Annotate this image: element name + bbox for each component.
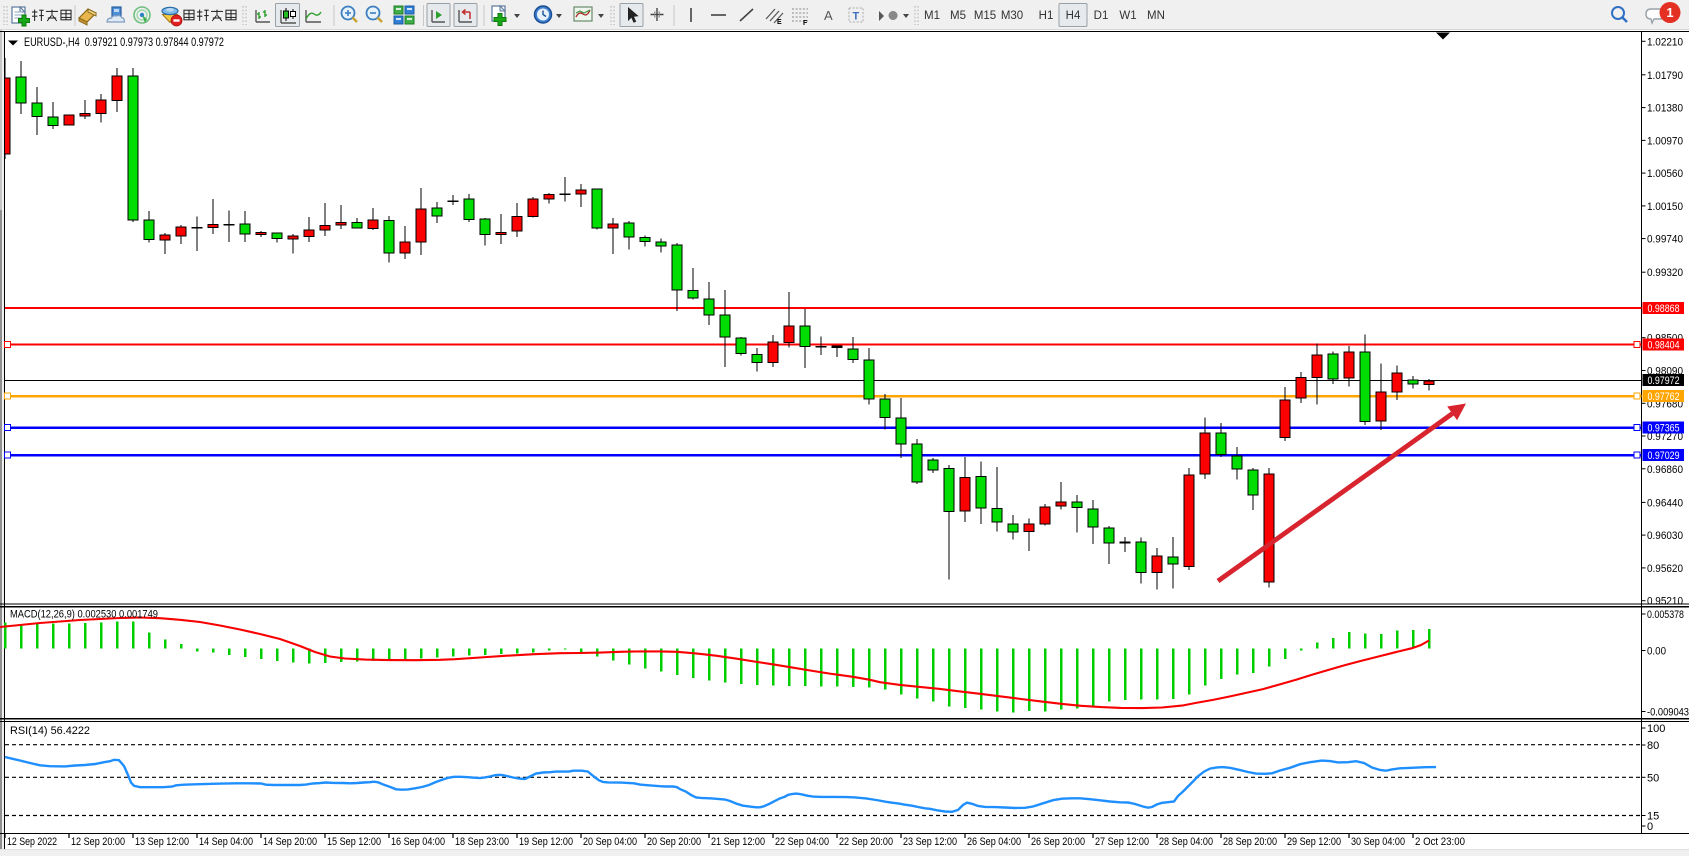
svg-text:1.02210: 1.02210 xyxy=(1647,36,1683,48)
svg-text:0.99740: 0.99740 xyxy=(1647,234,1683,246)
svg-text:27 Sep 12:00: 27 Sep 12:00 xyxy=(1095,836,1149,848)
svg-text:M30: M30 xyxy=(1001,10,1023,22)
svg-text:D1: D1 xyxy=(1094,10,1109,22)
svg-text:0.99320: 0.99320 xyxy=(1647,267,1683,279)
svg-text:H1: H1 xyxy=(1039,10,1054,22)
svg-text:1.00150: 1.00150 xyxy=(1647,201,1683,213)
svg-text:15: 15 xyxy=(1647,811,1659,823)
svg-text:0.97972: 0.97972 xyxy=(1648,375,1680,387)
svg-text:0.96860: 0.96860 xyxy=(1647,464,1683,476)
svg-text:1.00970: 1.00970 xyxy=(1647,135,1683,147)
svg-text:13 Sep 12:00: 13 Sep 12:00 xyxy=(135,836,189,848)
svg-text:RSI(14) 56.4222: RSI(14) 56.4222 xyxy=(10,725,90,737)
svg-text:23 Sep 12:00: 23 Sep 12:00 xyxy=(903,836,957,848)
svg-text:0.98868: 0.98868 xyxy=(1648,303,1680,315)
svg-text:30 Sep 04:00: 30 Sep 04:00 xyxy=(1351,836,1405,848)
svg-text:21 Sep 12:00: 21 Sep 12:00 xyxy=(711,836,765,848)
svg-text:22 Sep 04:00: 22 Sep 04:00 xyxy=(775,836,829,848)
svg-text:M15: M15 xyxy=(974,10,996,22)
svg-text:14 Sep 04:00: 14 Sep 04:00 xyxy=(199,836,253,848)
svg-text:0.96440: 0.96440 xyxy=(1647,497,1683,509)
svg-text:0.97365: 0.97365 xyxy=(1648,423,1680,435)
svg-text:0.96030: 0.96030 xyxy=(1647,530,1683,542)
svg-text:E: E xyxy=(777,19,782,26)
svg-text:15 Sep 12:00: 15 Sep 12:00 xyxy=(327,836,381,848)
svg-text:1.01790: 1.01790 xyxy=(1647,70,1683,82)
svg-text:19 Sep 12:00: 19 Sep 12:00 xyxy=(519,836,573,848)
svg-text:MN: MN xyxy=(1147,10,1165,22)
svg-text:12 Sep 20:00: 12 Sep 20:00 xyxy=(71,836,125,848)
svg-text:26 Sep 20:00: 26 Sep 20:00 xyxy=(1031,836,1085,848)
svg-text:0.98404: 0.98404 xyxy=(1648,340,1680,352)
svg-text:1: 1 xyxy=(1666,5,1673,20)
svg-text:29 Sep 12:00: 29 Sep 12:00 xyxy=(1287,836,1341,848)
svg-text:14 Sep 20:00: 14 Sep 20:00 xyxy=(263,836,317,848)
svg-text:1.00560: 1.00560 xyxy=(1647,168,1683,180)
svg-text:A: A xyxy=(824,8,833,23)
svg-text:12 Sep 2022: 12 Sep 2022 xyxy=(7,836,57,848)
svg-text:0.95210: 0.95210 xyxy=(1647,596,1683,608)
svg-text:EURUSD-,H4 0.97921 0.97973 0.: EURUSD-,H4 0.97921 0.97973 0.97844 0.979… xyxy=(24,35,224,49)
svg-text:22 Sep 20:00: 22 Sep 20:00 xyxy=(839,836,893,848)
svg-text:0.00: 0.00 xyxy=(1647,646,1666,658)
svg-text:0.005378: 0.005378 xyxy=(1647,609,1684,621)
svg-text:50: 50 xyxy=(1647,772,1659,784)
svg-text:1.01380: 1.01380 xyxy=(1647,103,1683,115)
svg-text:M1: M1 xyxy=(924,10,940,22)
svg-text:0.97029: 0.97029 xyxy=(1648,450,1680,462)
svg-text:F: F xyxy=(803,20,808,27)
svg-text:MACD(12,26,9) 0.002530 0.00174: MACD(12,26,9) 0.002530 0.001749 xyxy=(10,609,158,621)
svg-text:0.95620: 0.95620 xyxy=(1647,563,1683,575)
svg-text:H4: H4 xyxy=(1066,10,1081,22)
svg-text:26 Sep 04:00: 26 Sep 04:00 xyxy=(967,836,1021,848)
svg-text:T: T xyxy=(853,11,860,23)
svg-text:M5: M5 xyxy=(950,10,966,22)
svg-text:2 Oct 23:00: 2 Oct 23:00 xyxy=(1415,836,1465,848)
svg-text:0.97270: 0.97270 xyxy=(1647,431,1683,443)
svg-text:28 Sep 04:00: 28 Sep 04:00 xyxy=(1159,836,1213,848)
svg-text:-0.009043: -0.009043 xyxy=(1647,707,1689,719)
svg-text:20 Sep 20:00: 20 Sep 20:00 xyxy=(647,836,701,848)
svg-text:80: 80 xyxy=(1647,740,1659,752)
svg-text:28 Sep 20:00: 28 Sep 20:00 xyxy=(1223,836,1277,848)
svg-text:16 Sep 04:00: 16 Sep 04:00 xyxy=(391,836,445,848)
svg-text:18 Sep 23:00: 18 Sep 23:00 xyxy=(455,836,509,848)
svg-text:0.97762: 0.97762 xyxy=(1648,391,1680,403)
svg-text:20 Sep 04:00: 20 Sep 04:00 xyxy=(583,836,637,848)
svg-text:W1: W1 xyxy=(1119,10,1136,22)
svg-text:100: 100 xyxy=(1647,723,1665,735)
svg-text:0: 0 xyxy=(1647,821,1653,833)
